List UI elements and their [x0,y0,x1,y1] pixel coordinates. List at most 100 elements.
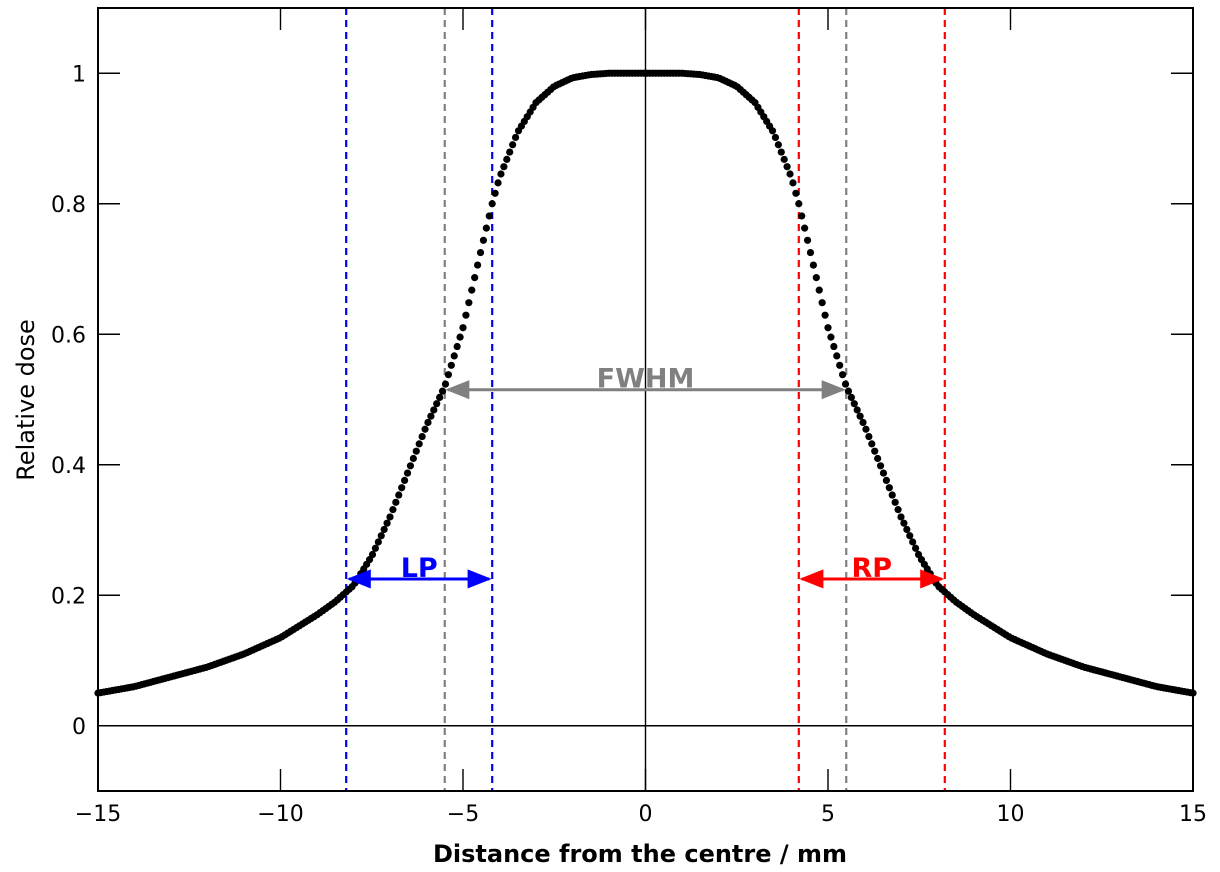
data-point [485,212,493,220]
data-point [798,212,806,220]
data-point [476,248,485,257]
lp-label: LP [401,553,438,584]
data-point [833,352,841,360]
data-point [459,324,467,332]
y-axis-title: Relative dose [12,319,40,481]
data-point [444,371,452,379]
data-point [809,261,818,269]
data-point [497,170,505,178]
data-point [395,491,403,499]
data-point [488,200,496,208]
data-point [795,200,803,208]
x-tick-label: 0 [639,802,653,827]
data-point [511,133,520,142]
x-tick-label: −10 [257,802,303,827]
data-point [389,506,397,514]
data-point [471,274,479,282]
data-point [853,406,861,414]
data-point [409,454,417,463]
data-point [827,333,835,341]
data-point [789,179,797,187]
data-point [398,484,406,492]
x-tick-label: 10 [997,802,1025,827]
data-point [503,155,511,163]
data-point [433,400,441,408]
data-point [777,148,785,156]
data-point [386,513,394,521]
data-point [412,447,420,455]
data-point [812,274,820,282]
data-point [909,538,917,546]
x-tick-label: −5 [447,802,479,827]
data-point [383,519,391,527]
data-point [818,299,826,307]
x-tick-label: 15 [1179,802,1207,827]
x-tick-label: 5 [821,802,835,827]
data-point [836,361,844,369]
data-point [403,469,412,477]
data-point [450,352,458,360]
data-point [774,141,782,149]
data-point [462,311,470,319]
data-point [509,141,517,149]
y-tick-label: 0.2 [51,584,86,609]
data-point [801,224,809,232]
data-point [447,361,455,369]
data-point [874,454,882,463]
data-point [468,286,476,294]
data-point [891,498,899,506]
rp-label: RP [852,553,893,584]
data-point [876,462,885,470]
data-point [482,224,490,232]
data-point [368,550,377,559]
data-point [803,236,812,244]
data-point [377,532,385,540]
data-point [371,544,379,552]
data-point [844,387,853,395]
data-point [415,440,423,448]
data-point [888,491,896,499]
y-tick-label: 0 [72,715,86,740]
data-point [806,248,815,257]
data-point [865,432,873,441]
data-point [897,513,905,521]
data-point [847,393,855,402]
data-point [771,133,780,142]
data-point [491,189,499,197]
data-point [868,440,876,448]
data-point [862,425,870,433]
y-tick-label: 1 [72,62,86,87]
data-point [494,179,502,187]
fwhm-label: FWHM [597,364,695,395]
data-point [441,380,450,388]
data-point [885,484,893,492]
data-point [506,148,514,156]
data-point [479,236,488,244]
data-point [418,432,426,441]
data-point [424,418,432,427]
data-point [374,538,382,546]
x-tick-label: −15 [75,802,121,827]
data-point [786,170,794,178]
data-point [912,544,920,552]
data-point [859,418,867,427]
data-point [783,163,791,171]
data-point [882,476,891,485]
data-point [438,387,447,395]
data-point [906,532,914,540]
data-point [856,412,864,420]
data-point [841,380,850,388]
data-point [824,324,832,332]
data-point [780,155,788,163]
data-point [792,189,800,197]
data-point [894,506,902,514]
data-point [821,311,829,319]
y-tick-label: 0.4 [51,454,86,479]
data-point [430,406,438,414]
data-point [815,286,823,294]
data-point [830,342,838,351]
data-point [871,447,879,455]
data-point [392,498,400,506]
data-point [406,462,415,470]
